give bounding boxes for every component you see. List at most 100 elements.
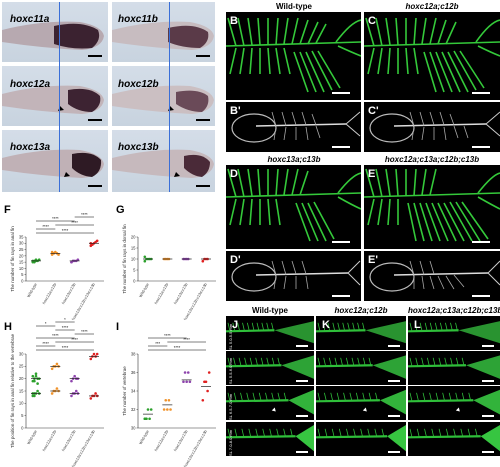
panel-label-l: L	[414, 320, 421, 331]
y-tick-label: 30	[19, 351, 24, 356]
scale-bar	[482, 451, 494, 453]
neural-spine	[318, 358, 320, 367]
data-point	[36, 382, 39, 385]
larva-image	[408, 316, 500, 350]
significance-label: ****	[81, 329, 88, 334]
data-point	[202, 399, 205, 402]
y-tick-label: 15	[131, 245, 136, 250]
y-tick-label: 5	[133, 267, 136, 272]
reference-line	[169, 2, 170, 192]
scale-bar	[388, 415, 400, 417]
scale-bar	[332, 146, 350, 148]
title-quad: hoxc12a;c13a;c12b;c13b	[364, 155, 500, 164]
y-tick-label: 32	[131, 407, 136, 412]
category-label: hoxc13a;c13b	[173, 283, 188, 305]
data-point	[33, 395, 36, 398]
data-point	[70, 395, 73, 398]
neural-spine	[234, 358, 236, 367]
scale-bar	[472, 92, 490, 94]
data-point	[94, 392, 97, 395]
y-tick-label: 0	[21, 278, 24, 283]
scale-bar	[88, 119, 102, 121]
caudal-fin	[459, 321, 500, 343]
y-tick-label: 20	[19, 253, 24, 258]
gene-label-hoxc12b: hoxc12b	[118, 79, 159, 90]
y-tick-label: 25	[19, 364, 24, 369]
bl-label-1: SL 5.0-5.5 mm	[228, 324, 233, 350]
category-label: hoxc12a;c12b;c13a;c13b	[71, 430, 96, 467]
gene-label-hoxc11b: hoxc11b	[118, 14, 158, 25]
panel-label-h: H	[4, 322, 12, 333]
data-point	[168, 399, 171, 402]
caudal-fin	[380, 390, 406, 415]
category-label: hoxc12a;c12b	[42, 430, 57, 452]
significance-label: ****	[42, 341, 49, 346]
y-tick-label: 10	[19, 401, 24, 406]
data-point	[185, 380, 188, 383]
panel-label-c: C	[368, 16, 376, 27]
panel-label-d-prime: D'	[230, 255, 241, 266]
category-label: Wild-type	[26, 430, 37, 446]
panel-a: A hoxc11a hoxc11b hoxc12a hoxc12b hoxc13…	[0, 0, 215, 200]
y-tick-label: 30	[131, 425, 136, 430]
y-tick-label: 15	[19, 388, 24, 393]
title-c12: hoxc12a;c12b	[364, 2, 500, 11]
vertebral-column	[316, 400, 380, 401]
arrowhead-marker	[456, 407, 460, 411]
neural-spine	[318, 429, 320, 438]
ish-hoxc12a	[2, 66, 108, 126]
data-point	[56, 363, 59, 366]
caudal-fin	[481, 425, 500, 451]
title-c13: hoxc13a;c13b	[226, 155, 362, 164]
neural-spine	[234, 393, 236, 402]
category-label: Wild-type	[26, 283, 37, 299]
panel-d: D	[226, 165, 361, 249]
skeleton-xray	[226, 102, 361, 152]
y-axis-title: The number of fin rays in anal fin	[10, 226, 15, 292]
data-point	[166, 408, 169, 411]
larva-image	[226, 351, 314, 385]
caudal-fin	[473, 390, 500, 415]
larva-image	[226, 316, 314, 350]
scale-bar	[296, 345, 308, 347]
significance-label: ***	[155, 341, 160, 346]
scale-bar	[88, 55, 102, 57]
data-point	[90, 397, 93, 400]
y-tick-label: 20	[131, 234, 136, 239]
title-k-c12: hoxc12a;c12b	[316, 306, 406, 315]
scale-bar	[332, 295, 350, 297]
category-label: hoxc12a;c12b;c13a;c13b	[71, 283, 96, 322]
scale-bar	[196, 55, 210, 57]
vertebral-column	[226, 400, 288, 401]
larva-image	[316, 422, 406, 456]
data-point	[90, 358, 93, 361]
data-point	[32, 375, 35, 378]
caudal-fin	[288, 390, 314, 415]
larva-image	[408, 351, 500, 385]
significance-label: ****	[52, 216, 59, 221]
skeleton-xray	[226, 251, 361, 301]
data-point	[51, 368, 54, 371]
data-point	[163, 408, 166, 411]
caudal-fin	[466, 355, 500, 378]
scale-bar	[332, 92, 350, 94]
neural-spine	[410, 323, 412, 332]
data-point	[184, 371, 187, 374]
panel-label-e: E	[368, 169, 375, 180]
larva-image	[316, 386, 406, 420]
scale-bar	[196, 185, 210, 187]
gene-label-hoxc11a: hoxc11a	[10, 14, 49, 25]
vertebral-column	[408, 365, 466, 366]
panel-label-e-prime: E'	[368, 255, 378, 266]
bl-label-4: SL 7.0-8.0 mm	[228, 430, 233, 456]
y-tick-label: 10	[131, 256, 136, 261]
y-tick-label: 25	[19, 247, 24, 252]
neural-spine	[324, 393, 326, 402]
arrowhead-marker	[272, 407, 276, 411]
panel-e: E	[364, 165, 500, 249]
scale-bar	[88, 185, 102, 187]
